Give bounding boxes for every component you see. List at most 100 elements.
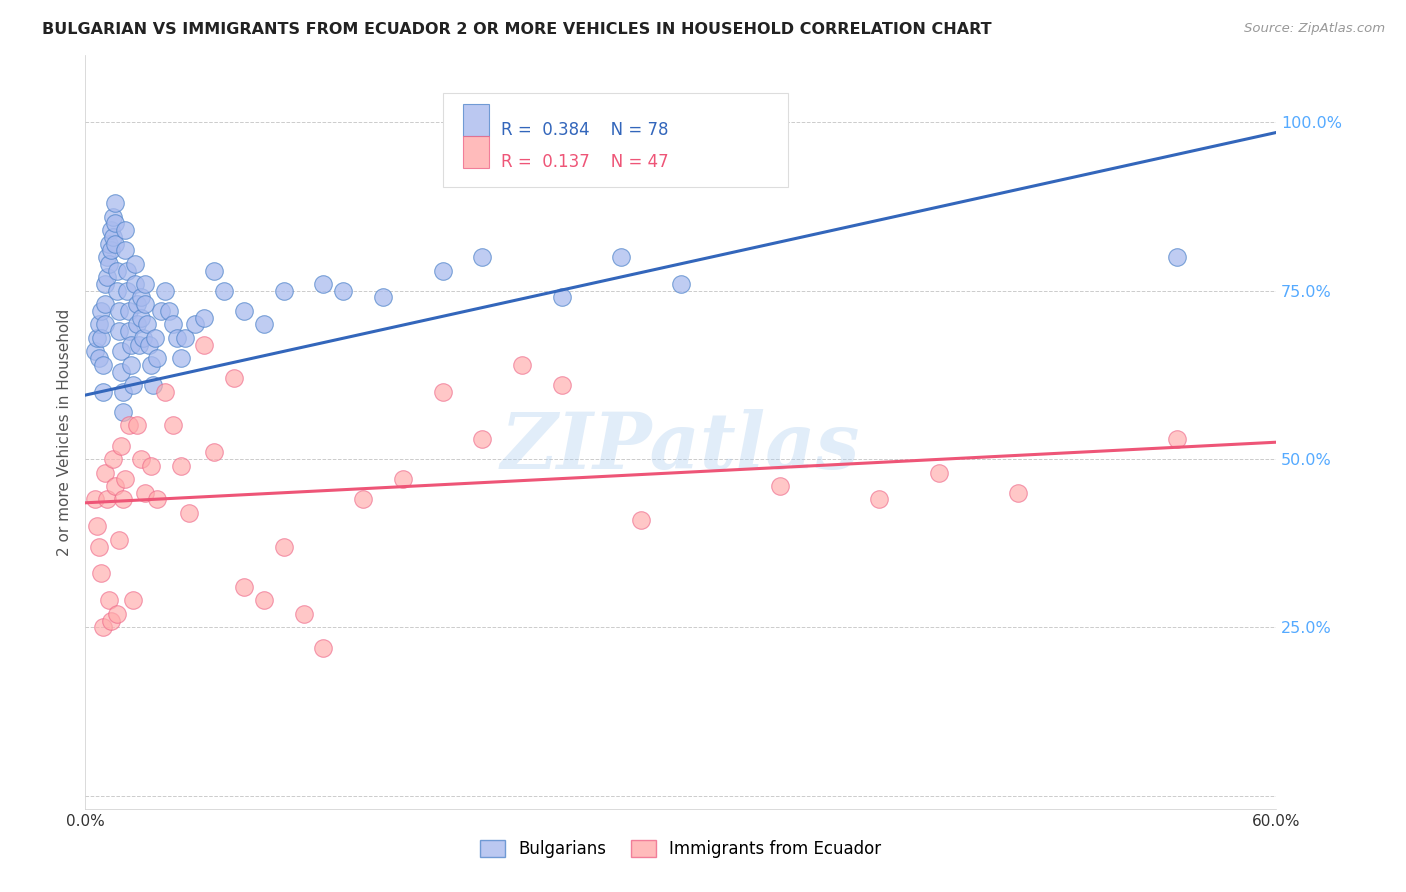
Point — [120, 337, 142, 351]
Point — [105, 284, 128, 298]
Point — [173, 331, 195, 345]
FancyBboxPatch shape — [443, 93, 787, 187]
Point — [110, 365, 132, 379]
Point — [100, 614, 122, 628]
Point — [273, 284, 295, 298]
Point — [89, 351, 111, 365]
Point — [114, 244, 136, 258]
Text: BULGARIAN VS IMMIGRANTS FROM ECUADOR 2 OR MORE VEHICLES IN HOUSEHOLD CORRELATION: BULGARIAN VS IMMIGRANTS FROM ECUADOR 2 O… — [42, 22, 991, 37]
Point — [98, 593, 121, 607]
Point — [1166, 250, 1188, 264]
Point — [91, 358, 114, 372]
Point — [202, 445, 225, 459]
Point — [162, 418, 184, 433]
Point — [138, 337, 160, 351]
Point — [132, 331, 155, 345]
Point — [128, 337, 150, 351]
Point — [105, 607, 128, 621]
Point — [371, 291, 394, 305]
Text: Source: ZipAtlas.com: Source: ZipAtlas.com — [1244, 22, 1385, 36]
Point — [224, 371, 246, 385]
Point — [94, 318, 117, 332]
Point — [233, 580, 256, 594]
Point — [86, 331, 108, 345]
Point — [233, 304, 256, 318]
Point — [183, 318, 205, 332]
Point — [124, 257, 146, 271]
Point — [104, 236, 127, 251]
Point — [162, 318, 184, 332]
Point — [134, 485, 156, 500]
Point — [112, 384, 135, 399]
Point — [135, 318, 157, 332]
Bar — [463, 104, 489, 136]
Point — [153, 284, 176, 298]
Point — [91, 384, 114, 399]
Point — [89, 318, 111, 332]
Point — [115, 284, 138, 298]
Point — [104, 196, 127, 211]
Point — [129, 291, 152, 305]
Point — [134, 297, 156, 311]
Point — [153, 384, 176, 399]
Point — [253, 593, 276, 607]
Point — [115, 263, 138, 277]
Point — [118, 418, 141, 433]
Point — [169, 351, 191, 365]
Point — [101, 210, 124, 224]
Legend: Bulgarians, Immigrants from Ecuador: Bulgarians, Immigrants from Ecuador — [472, 833, 889, 865]
Point — [100, 244, 122, 258]
Point — [122, 378, 145, 392]
Point — [273, 540, 295, 554]
Point — [112, 405, 135, 419]
Point — [101, 452, 124, 467]
Point — [96, 270, 118, 285]
Point — [177, 506, 200, 520]
Point — [169, 458, 191, 473]
Point — [104, 216, 127, 230]
Point — [90, 566, 112, 581]
Point — [292, 607, 315, 621]
Point — [110, 344, 132, 359]
Point — [98, 236, 121, 251]
Point — [124, 277, 146, 291]
Point — [125, 318, 148, 332]
Point — [550, 378, 572, 392]
Point — [108, 324, 131, 338]
Point — [928, 466, 950, 480]
Point — [114, 223, 136, 237]
Point — [89, 540, 111, 554]
Point — [110, 439, 132, 453]
Point — [90, 304, 112, 318]
Text: R =  0.384    N = 78: R = 0.384 N = 78 — [501, 120, 668, 138]
Point — [84, 344, 107, 359]
Point — [125, 418, 148, 433]
Point — [105, 263, 128, 277]
Point — [96, 250, 118, 264]
Point — [550, 291, 572, 305]
Point — [100, 223, 122, 237]
Point — [86, 519, 108, 533]
Point — [118, 324, 141, 338]
Point — [868, 492, 890, 507]
Point — [392, 472, 415, 486]
Point — [193, 337, 215, 351]
Point — [432, 263, 454, 277]
Point — [166, 331, 188, 345]
Point — [146, 492, 169, 507]
Text: ZIPatlas: ZIPatlas — [501, 409, 860, 485]
Bar — [463, 136, 489, 168]
Point — [90, 331, 112, 345]
Point — [108, 533, 131, 547]
Point — [769, 479, 792, 493]
Point — [101, 230, 124, 244]
Point — [94, 277, 117, 291]
Point — [142, 378, 165, 392]
Point — [146, 351, 169, 365]
Point — [471, 250, 494, 264]
Point — [108, 304, 131, 318]
Point — [610, 250, 633, 264]
Point — [139, 358, 162, 372]
Point — [157, 304, 180, 318]
Point — [112, 492, 135, 507]
